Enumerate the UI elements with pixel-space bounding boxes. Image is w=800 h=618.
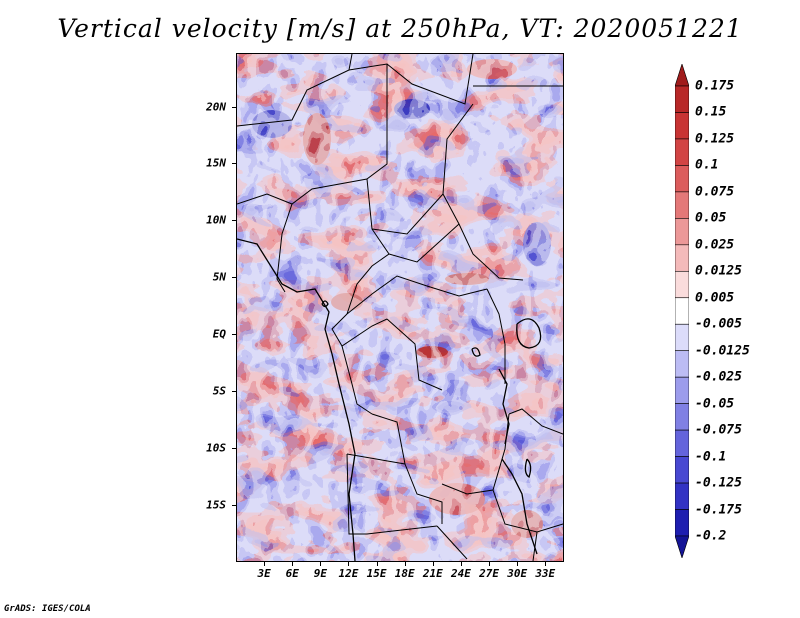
lat-label: 15N bbox=[206, 156, 226, 170]
colorbar-bin bbox=[675, 456, 689, 484]
colorbar-bin bbox=[675, 535, 689, 558]
country-borders bbox=[237, 54, 563, 561]
colorbar-bin bbox=[675, 350, 689, 378]
colorbar-label: -0.025 bbox=[695, 369, 742, 385]
lon-label: 12E bbox=[338, 567, 359, 580]
colorbar-label: -0.005 bbox=[695, 316, 742, 332]
lon-tick bbox=[460, 562, 462, 566]
colorbar bbox=[675, 64, 689, 558]
lon-tick bbox=[432, 562, 434, 566]
colorbar-label: 0.0125 bbox=[695, 263, 742, 279]
lon-label: 18E bbox=[394, 567, 415, 580]
lat-tick bbox=[232, 448, 236, 450]
lat-label: 20N bbox=[206, 100, 226, 114]
lon-label: 24E bbox=[450, 567, 471, 580]
lon-tick bbox=[404, 562, 406, 566]
velocity-field-neutral bbox=[237, 54, 563, 561]
colorbar-label: 0.025 bbox=[695, 237, 735, 253]
lon-label: 21E bbox=[422, 567, 443, 580]
map-canvas bbox=[237, 54, 563, 561]
colorbar-label: 0.125 bbox=[695, 131, 735, 147]
chart-title: Vertical velocity [m/s] at 250hPa, VT: 2… bbox=[57, 14, 743, 43]
lon-tick bbox=[517, 562, 519, 566]
colorbar-bin bbox=[675, 191, 689, 219]
colorbar-label: -0.05 bbox=[695, 396, 735, 412]
colorbar-label: 0.05 bbox=[695, 210, 727, 226]
grads-credit: GrADS: IGES/COLA bbox=[4, 604, 91, 614]
lon-tick bbox=[545, 562, 547, 566]
colorbar-bin bbox=[675, 165, 689, 193]
colorbar-bin bbox=[675, 403, 689, 431]
colorbar-bin bbox=[675, 112, 689, 140]
lon-tick bbox=[292, 562, 294, 566]
colorbar-label: -0.1 bbox=[695, 449, 727, 465]
lon-label: 6E bbox=[285, 567, 299, 580]
lon-tick bbox=[489, 562, 491, 566]
colorbar-bin bbox=[675, 218, 689, 246]
lon-label: 9E bbox=[313, 567, 327, 580]
lat-tick bbox=[232, 391, 236, 393]
lon-label: 15E bbox=[366, 567, 387, 580]
colorbar-label: 0.005 bbox=[695, 290, 735, 306]
colorbar-label: -0.125 bbox=[695, 475, 742, 491]
lat-label: 5S bbox=[212, 384, 226, 398]
colorbar-bin bbox=[675, 138, 689, 166]
lat-tick bbox=[232, 505, 236, 507]
lat-tick bbox=[232, 220, 236, 222]
lon-tick bbox=[348, 562, 350, 566]
lon-label: 33E bbox=[535, 567, 556, 580]
lat-label: 5N bbox=[212, 270, 226, 284]
colorbar-label: -0.0125 bbox=[695, 343, 750, 359]
lon-tick bbox=[264, 562, 266, 566]
colorbar-bin bbox=[675, 244, 689, 272]
lon-tick bbox=[320, 562, 322, 566]
colorbar-bin bbox=[675, 270, 689, 299]
colorbar-label: -0.2 bbox=[695, 528, 727, 544]
colorbar-bin bbox=[675, 323, 689, 352]
colorbar-bin bbox=[675, 64, 689, 87]
lat-label: 10S bbox=[206, 441, 226, 455]
colorbar-bin bbox=[675, 376, 689, 404]
colorbar-label: 0.1 bbox=[695, 157, 719, 173]
colorbar-label: 0.075 bbox=[695, 184, 735, 200]
vertical-velocity-map bbox=[236, 53, 564, 562]
colorbar-bin bbox=[675, 429, 689, 457]
lat-label: EQ bbox=[212, 327, 226, 341]
lat-label: 15S bbox=[206, 498, 226, 512]
colorbar-bin bbox=[675, 482, 689, 510]
colorbar-label: 0.175 bbox=[695, 78, 735, 94]
lon-label: 30E bbox=[507, 567, 528, 580]
lon-tick bbox=[376, 562, 378, 566]
lat-tick bbox=[232, 106, 236, 108]
colorbar-bin bbox=[675, 509, 689, 537]
colorbar-label: -0.175 bbox=[695, 502, 742, 518]
lat-tick bbox=[232, 334, 236, 336]
colorbar-bin bbox=[675, 85, 689, 113]
lon-label: 27E bbox=[479, 567, 499, 580]
lon-label: 3E bbox=[257, 567, 271, 580]
lat-label: 10N bbox=[206, 213, 226, 227]
lat-tick bbox=[232, 163, 236, 165]
colorbar-bin bbox=[675, 297, 689, 325]
coastline-and-lakes bbox=[237, 238, 542, 561]
lat-tick bbox=[232, 277, 236, 279]
colorbar-label: 0.15 bbox=[695, 104, 727, 120]
colorbar-label: -0.075 bbox=[695, 422, 742, 438]
